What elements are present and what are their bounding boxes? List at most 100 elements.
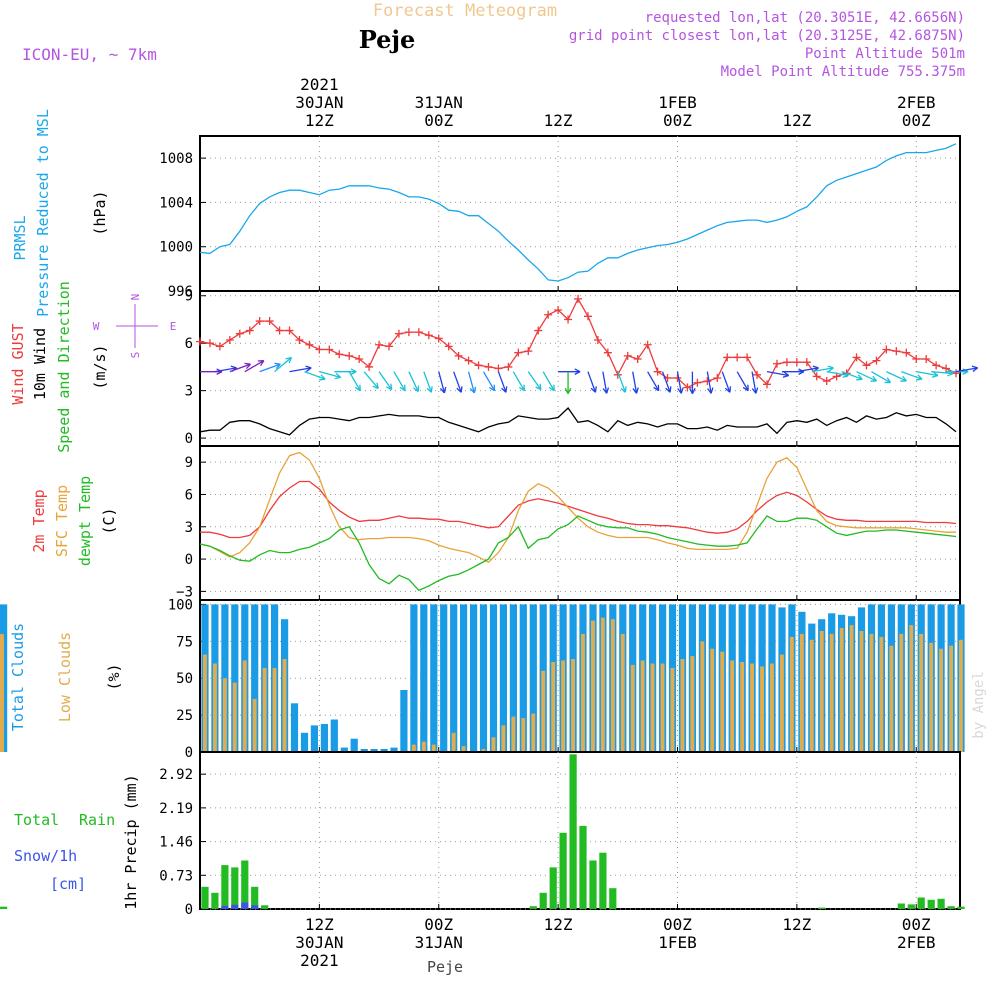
- clouds-bar-low-clouds: [541, 670, 546, 752]
- gust-marker: [255, 317, 264, 326]
- clouds-bar-low-clouds: [600, 617, 605, 752]
- precip-bar-total-rain: [937, 898, 945, 909]
- gust-marker: [544, 310, 553, 319]
- temperature-panel: −3 0 3 6 9: [176, 445, 961, 601]
- wind-arrow: [304, 371, 326, 380]
- clouds-bar-low-clouds: [0, 636, 4, 752]
- temperature-line-sfc-temp: [199, 451, 956, 564]
- clouds-bar-total-clouds: [440, 604, 448, 752]
- gust-marker: [225, 336, 234, 345]
- precip-ytick-label: 1.46: [159, 835, 193, 851]
- precip-ytick-label: 0: [185, 902, 193, 918]
- gust-marker: [245, 326, 254, 335]
- bottom-time-label: 2FEB: [897, 933, 936, 952]
- wind-arrow: [229, 363, 251, 373]
- top-time-label: 31JAN: [415, 93, 463, 112]
- top-time-label: 12Z: [782, 111, 811, 130]
- wind-arrow-head: [574, 368, 581, 375]
- gust-label: Wind GUST: [9, 323, 27, 404]
- clouds-bar-total-clouds: [420, 604, 428, 752]
- wind-arrow: [467, 371, 475, 394]
- precip-panel: 0 0.73 1.46 2.19 2.92: [0, 751, 965, 918]
- precip-bar-total-rain: [609, 888, 617, 909]
- clouds-bar-low-clouds: [839, 628, 844, 752]
- wind-arrow: [811, 367, 834, 373]
- wind-arrow-head: [689, 388, 696, 394]
- clouds-bar-low-clouds: [451, 732, 456, 752]
- wind-arrow: [661, 371, 671, 393]
- gust-marker: [952, 369, 961, 378]
- precip-bar-total-rain: [897, 903, 905, 909]
- pressure-frame: [199, 135, 961, 292]
- compass-rose: W E N S: [93, 294, 177, 359]
- wind-arrow: [214, 367, 237, 373]
- wind-panel: 0 3 6 9: [185, 289, 979, 447]
- clouds-bar-low-clouds: [849, 625, 854, 752]
- clouds-bar-low-clouds: [670, 667, 675, 752]
- precip-bar-total-rain: [549, 867, 557, 909]
- gust-marker: [315, 345, 324, 354]
- wind-arrow: [512, 371, 525, 392]
- clouds-ytick-label: 100: [168, 597, 193, 613]
- gust-marker: [265, 317, 274, 326]
- model-altitude: Model Point Altitude 755.375m: [721, 64, 965, 80]
- gust-marker: [215, 342, 224, 351]
- gust-marker: [514, 348, 523, 357]
- wind-unit: (m/s): [91, 344, 109, 389]
- gust-marker: [424, 331, 433, 340]
- wind-ytick-label: 9: [185, 289, 193, 305]
- clouds-bar-low-clouds: [232, 682, 237, 752]
- clouds-bar-low-clouds: [252, 698, 257, 752]
- precip-bar-total-rain: [947, 906, 955, 909]
- wind-arrow-head: [742, 384, 749, 392]
- gust-marker: [792, 358, 801, 367]
- clouds-bar-low-clouds: [700, 641, 705, 752]
- precip-bar-snow-1h: [241, 902, 249, 909]
- point-altitude: Point Altitude 501m: [805, 46, 965, 62]
- gust-marker: [862, 361, 871, 370]
- gust-marker: [912, 355, 921, 364]
- gust-marker: [733, 353, 742, 362]
- compass-east: E: [170, 320, 177, 333]
- wind-arrow-head: [469, 386, 477, 394]
- clouds-bar-low-clouds: [939, 648, 943, 752]
- clouds-ytick-label: 25: [176, 708, 193, 724]
- pressure-unit: (hPa): [91, 190, 109, 235]
- pressure-ytick-label: 996: [168, 284, 193, 300]
- wind-arrow: [497, 371, 507, 393]
- bottom-time-label: 2021: [300, 951, 339, 970]
- clouds-bar-total-clouds: [519, 604, 527, 752]
- clouds-bar-low-clouds: [242, 660, 247, 752]
- temperature-ytick-label: 6: [185, 487, 193, 503]
- clouds-bar-total-clouds: [370, 749, 378, 752]
- model-label: ICON-EU, ~ 7km: [22, 45, 157, 64]
- wind-arrow: [289, 367, 312, 373]
- gust-marker: [444, 342, 453, 351]
- wind-arrow-head: [518, 384, 526, 392]
- clouds-bar-low-clouds: [919, 633, 924, 752]
- temperature-ytick-label: −3: [176, 584, 193, 600]
- clouds-bar-total-clouds: [460, 604, 468, 752]
- precip-ytick-label: 2.92: [159, 767, 193, 783]
- top-time-label: 00Z: [424, 111, 453, 130]
- clouds-bar-low-clouds: [730, 660, 735, 752]
- clouds-bar-total-clouds: [400, 690, 408, 752]
- gust-marker: [504, 362, 513, 371]
- clouds-bar-low-clouds: [869, 633, 874, 752]
- precip-ytick-label: 0.73: [159, 868, 193, 884]
- wind-arrow-head: [665, 386, 672, 393]
- precip-snow-label: Snow/1h: [14, 847, 77, 865]
- wind-arrow: [274, 357, 292, 373]
- wind-ytick-label: 0: [185, 431, 193, 447]
- clouds-bar-low-clouds: [213, 663, 217, 752]
- gust-marker: [464, 356, 473, 365]
- gust-marker: [872, 356, 881, 365]
- clouds-bar-low-clouds: [610, 619, 615, 752]
- gust-marker: [643, 340, 652, 349]
- bottom-time-label: 12Z: [544, 915, 573, 934]
- clouds-unit: (%): [105, 663, 123, 690]
- wind-arrow-head: [350, 368, 357, 375]
- compass-north: N: [129, 294, 142, 301]
- gust-marker: [703, 377, 712, 386]
- gust-marker: [942, 364, 951, 373]
